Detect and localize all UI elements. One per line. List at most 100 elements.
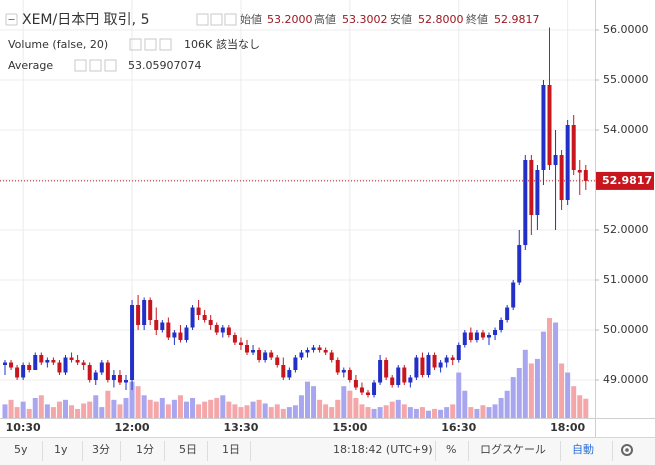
- candle-body: [111, 375, 116, 380]
- volume-bar: [26, 408, 32, 418]
- volume-bar: [317, 399, 323, 418]
- collapse-icon[interactable]: [5, 13, 18, 26]
- volume-bar: [8, 399, 14, 418]
- candle-body: [69, 357, 74, 360]
- settings-icon[interactable]: [210, 13, 223, 26]
- volume-bar: [413, 408, 419, 418]
- volume-bar: [323, 404, 329, 418]
- percent-button[interactable]: %: [446, 443, 456, 456]
- x-tick-label: 15:00: [332, 421, 367, 434]
- volume-bar: [540, 331, 546, 418]
- candle-body: [366, 392, 370, 395]
- candle-body: [136, 305, 141, 325]
- candle-body: [45, 360, 50, 363]
- range-button[interactable]: 5日: [179, 443, 197, 456]
- close-label: 終値: [466, 12, 488, 26]
- eye-icon[interactable]: [196, 13, 209, 26]
- candle-body: [21, 365, 26, 378]
- candle-body: [535, 170, 540, 215]
- low-value: 52.8000: [418, 13, 464, 26]
- candle-body: [359, 387, 364, 393]
- candle-body: [353, 380, 358, 388]
- candle-body: [432, 355, 437, 368]
- candle-body: [384, 360, 389, 378]
- volume-bar: [528, 363, 534, 418]
- candle-body: [426, 355, 431, 375]
- volume-bar: [250, 401, 256, 418]
- range-button[interactable]: 5y: [14, 443, 28, 456]
- candle-body: [238, 342, 243, 345]
- candle-body: [281, 365, 286, 378]
- settings-icon[interactable]: [89, 59, 102, 72]
- eye-icon[interactable]: [74, 59, 87, 72]
- candle-body: [99, 362, 104, 373]
- volume-bar: [474, 408, 480, 418]
- candle-body: [311, 347, 316, 350]
- settings-gear[interactable]: [621, 444, 633, 456]
- volume-bar: [81, 403, 87, 418]
- volume-bar: [159, 398, 165, 418]
- candle-body: [347, 370, 352, 380]
- settings-icon[interactable]: [144, 38, 157, 51]
- candle-body: [117, 375, 122, 383]
- candle-body: [420, 357, 425, 375]
- volume-bar: [177, 395, 183, 418]
- range-button[interactable]: 1分: [136, 443, 154, 456]
- volume-bar: [395, 399, 401, 418]
- candle-body: [184, 327, 189, 340]
- volume-bar: [14, 407, 20, 418]
- volume-bar: [117, 404, 123, 418]
- candle-body: [438, 362, 443, 368]
- auto-button[interactable]: 自動: [572, 442, 594, 456]
- candle-body: [142, 300, 147, 325]
- range-button[interactable]: 1y: [54, 443, 68, 456]
- volume-bar: [335, 399, 341, 418]
- settings-gear-center: [625, 448, 629, 452]
- candle-body: [57, 362, 62, 373]
- range-button[interactable]: 1日: [222, 443, 240, 456]
- volume-bar: [190, 398, 196, 418]
- candle-body: [372, 382, 377, 395]
- volume-bar: [38, 395, 44, 418]
- close-value: 52.9817: [494, 13, 540, 26]
- candle-body: [166, 322, 171, 338]
- range-button[interactable]: 3分: [92, 443, 110, 456]
- volume-bar: [498, 398, 504, 418]
- volume-bar: [256, 399, 262, 418]
- x-tick-label: 10:30: [6, 421, 41, 434]
- close-icon[interactable]: [159, 38, 172, 51]
- y-tick-label: 55.0000: [603, 73, 649, 86]
- candle-body: [226, 327, 231, 335]
- candle-body: [517, 245, 522, 283]
- volume-bar: [56, 401, 62, 418]
- candle-body: [396, 367, 401, 385]
- volume-bar: [468, 407, 474, 418]
- candle-body: [529, 160, 534, 215]
- price-tag: [596, 171, 654, 190]
- log-button[interactable]: ログスケール: [480, 442, 546, 456]
- close-icon[interactable]: [104, 59, 117, 72]
- volume-bar: [196, 404, 202, 418]
- volume-bar: [280, 408, 286, 418]
- candle-body: [499, 320, 504, 330]
- candle-body: [51, 360, 56, 363]
- candle-body: [154, 320, 159, 330]
- candle-body: [480, 332, 485, 338]
- volume-bar: [407, 407, 413, 418]
- volume-bar: [383, 405, 389, 418]
- volume-bar: [111, 399, 117, 418]
- candle-body: [9, 362, 14, 368]
- volume-bar: [583, 398, 589, 418]
- candle-body: [293, 357, 298, 370]
- candle-body: [414, 357, 419, 378]
- candle-body: [493, 330, 498, 335]
- candle-body: [202, 315, 207, 320]
- candle-body: [329, 352, 334, 360]
- volume-bar: [214, 398, 220, 418]
- eye-icon[interactable]: [129, 38, 142, 51]
- candle-body: [571, 125, 576, 170]
- candle-body: [511, 282, 516, 308]
- more-icon[interactable]: [224, 13, 237, 26]
- volume-bar: [353, 398, 359, 418]
